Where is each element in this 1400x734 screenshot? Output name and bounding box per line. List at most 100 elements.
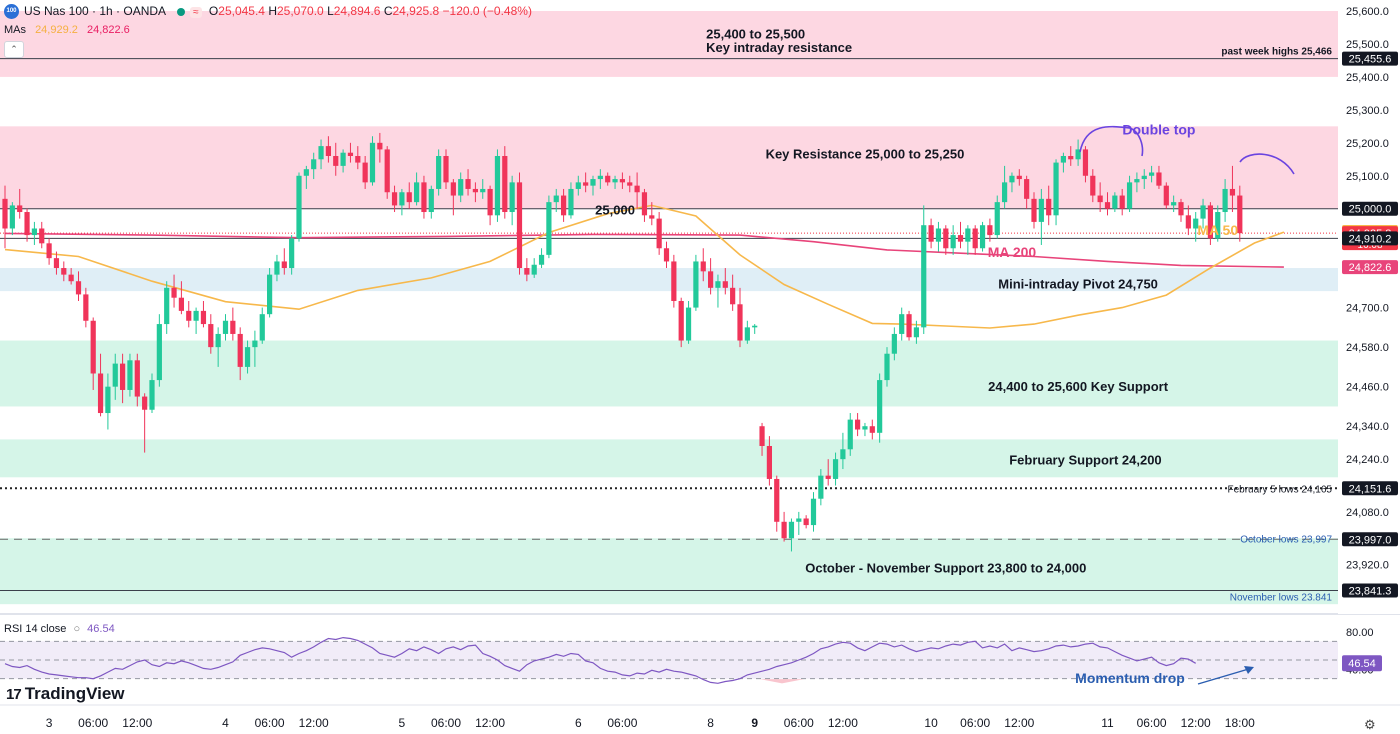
candle-body (891, 333, 897, 354)
x-tick-label: 18:00 (1225, 716, 1255, 730)
candle-body (340, 152, 346, 166)
candle-body (597, 175, 603, 180)
candle-body (627, 182, 633, 186)
candle-body (17, 205, 23, 213)
x-tick-label: 06:00 (255, 716, 285, 730)
candle-body (1038, 198, 1044, 222)
candle-body (149, 380, 155, 410)
candle-body (120, 363, 126, 390)
high-label: H (268, 4, 277, 18)
candle-body (994, 202, 1000, 236)
symbol-logo[interactable]: 100 (4, 4, 19, 19)
candle-body (215, 333, 221, 348)
candle-body (502, 155, 508, 213)
change-value: −120.0 (−0.48%) (442, 4, 532, 18)
candle-body (186, 310, 192, 321)
x-tick-label: 12:00 (1004, 716, 1034, 730)
ma-legend[interactable]: MAs 24,929.2 24,822.6 (4, 24, 130, 36)
candle-body (1104, 202, 1111, 209)
candle-body (590, 179, 596, 186)
symbol-name[interactable]: US Nas 100 · 1h · OANDA (24, 4, 166, 18)
candle-body (1024, 179, 1030, 199)
candle-body (1090, 175, 1096, 196)
candle-body (450, 182, 456, 196)
open-label: O (208, 4, 219, 18)
candle-body (524, 268, 530, 275)
candle-body (428, 188, 434, 213)
zone-resistance-0 (0, 11, 1338, 77)
x-tick-label: 12:00 (475, 716, 505, 730)
price-tag-bg (1342, 583, 1398, 598)
ma-legend-label: MAs (4, 24, 26, 36)
candle-body (244, 347, 251, 367)
price-tag-label: 24,910.2 (1349, 233, 1392, 245)
candle-body (399, 192, 405, 206)
candle-body (855, 419, 861, 430)
rsi-settings-icon[interactable]: ○ (73, 623, 81, 635)
annotation-label: Key Resistance 25,000 to 25,250 (766, 146, 965, 161)
tradingview-logo[interactable]: 17 TradingView (6, 684, 125, 704)
y-tick-label: 24,340.0 (1346, 421, 1389, 433)
candle-body (1126, 182, 1133, 209)
candle-body (487, 188, 493, 216)
rsi-tick-label: 80.00 (1346, 627, 1374, 639)
candle-body (685, 307, 692, 341)
candle-body (832, 459, 839, 479)
candle-body (950, 235, 956, 249)
rsi-legend[interactable]: RSI 14 close ○ 46.54 (4, 623, 115, 635)
level-note-4: October lows 23,997 (1240, 534, 1332, 545)
price-tag-label: 24,151.6 (1349, 483, 1392, 495)
candle-body (818, 475, 824, 499)
candle-body (377, 142, 383, 150)
candle-body (1134, 179, 1140, 183)
price-tag-bg (1342, 231, 1398, 246)
candle-body (1002, 182, 1008, 203)
candle-body (877, 380, 883, 433)
candle-body (847, 419, 853, 450)
candle-body (730, 287, 736, 305)
wave-icon[interactable]: ≈ (190, 7, 202, 18)
price-tag-bg (1342, 481, 1398, 496)
x-tick-label: 6 (575, 716, 582, 730)
candle-body (1082, 149, 1089, 176)
level-note-5: November lows 23.841 (1230, 593, 1333, 604)
candle-body (333, 155, 339, 166)
candle-body (83, 294, 89, 321)
candle-body (61, 268, 67, 275)
candle-body (531, 264, 537, 275)
x-tick-label: 9 (751, 716, 758, 730)
candle-body (957, 235, 964, 242)
candle-body (164, 287, 170, 325)
rsi-value-tag-label: 46.54 (1348, 658, 1376, 670)
annotation-label: October - November Support 23,800 to 24,… (805, 561, 1086, 576)
candle-body (494, 155, 501, 216)
candle-body (1097, 195, 1103, 203)
candle-body (546, 202, 552, 255)
candle-body (362, 162, 368, 183)
candle-body (641, 192, 648, 216)
price-tag-bg (1342, 51, 1398, 66)
candle-body (193, 310, 199, 321)
y-tick-label: 23,920.0 (1346, 560, 1389, 572)
x-tick-label: 12:00 (828, 716, 858, 730)
candle-body (744, 327, 750, 341)
x-tick-label: 11 (1101, 716, 1114, 730)
price-tag-label: 23,997.0 (1349, 534, 1392, 546)
candle-body (862, 426, 868, 430)
candle-body (561, 195, 567, 216)
candle-body (2, 198, 8, 229)
candle-body (913, 327, 919, 338)
close-label: C (383, 4, 393, 18)
x-tick-label: 5 (399, 716, 406, 730)
settings-gear-icon[interactable]: ⚙ (1364, 717, 1376, 732)
candle-body (1185, 215, 1191, 229)
candle-body (605, 175, 611, 183)
candle-body (935, 228, 942, 242)
open-value: 25,045.4 (218, 4, 265, 18)
candle-body (906, 314, 912, 338)
candle-body (222, 320, 229, 334)
collapse-legend-button[interactable]: ⌃ (4, 41, 24, 58)
candle-body (752, 325, 758, 328)
candle-body (68, 274, 74, 282)
